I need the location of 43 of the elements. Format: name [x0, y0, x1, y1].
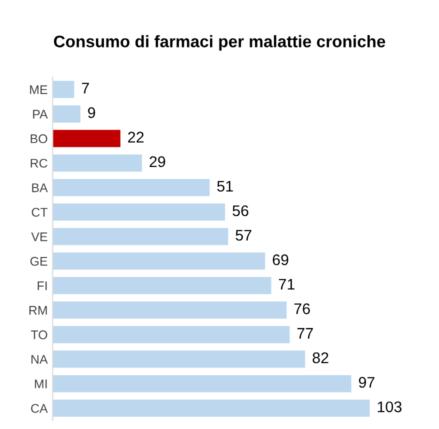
bar	[52, 302, 287, 319]
y-tick-label: CA	[31, 404, 48, 413]
bar	[52, 400, 370, 417]
bar	[52, 252, 266, 270]
bar	[52, 375, 352, 392]
y-tick-label: TO	[30, 330, 48, 340]
bar	[52, 350, 306, 368]
y-tick-label: BA	[32, 183, 48, 192]
data-label: 57	[236, 230, 252, 241]
data-label: 51	[217, 180, 233, 192]
data-label: 9	[88, 107, 96, 118]
y-tick-label: MI	[34, 380, 47, 388]
bar	[52, 203, 226, 221]
bar	[52, 130, 120, 148]
data-label: 97	[358, 376, 374, 388]
data-label: 56	[232, 205, 248, 216]
data-label: 71	[278, 279, 294, 290]
y-tick-label: ME	[30, 85, 48, 94]
data-label: 77	[297, 328, 313, 339]
y-tick-label: FI	[38, 282, 47, 290]
y-tick-label: VE	[31, 232, 48, 242]
data-label: 82	[312, 352, 328, 364]
bar	[52, 154, 142, 172]
bar	[52, 80, 74, 98]
y-tick-label: BO	[30, 134, 48, 144]
y-tick-label: GE	[30, 256, 48, 266]
data-label: 29	[150, 156, 166, 168]
data-label: 7	[82, 82, 89, 94]
y-tick-label: RC	[30, 158, 48, 168]
bar	[52, 105, 80, 123]
y-tick-label: RM	[29, 306, 47, 315]
bar	[52, 228, 228, 246]
data-label: 103	[378, 401, 402, 412]
chart-title: Consumo di farmaci per malattie croniche	[54, 35, 386, 51]
data-label: 69	[272, 254, 288, 266]
bar	[52, 178, 210, 196]
y-tick-label: CT	[32, 208, 48, 217]
bar	[52, 277, 272, 294]
y-tick-label: PA	[33, 110, 48, 119]
data-label: 76	[294, 303, 310, 314]
y-tick-label: NA	[31, 355, 48, 364]
data-label: 22	[128, 132, 144, 142]
bar	[52, 326, 290, 344]
